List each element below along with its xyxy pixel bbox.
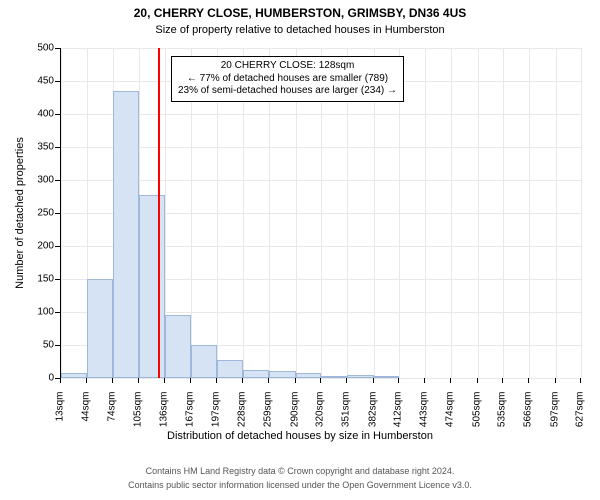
- x-tick-label: 197sqm: [210, 392, 221, 442]
- histogram-bar: [296, 373, 321, 378]
- x-tick-label: 105sqm: [132, 392, 143, 442]
- x-tick-mark: [295, 378, 296, 383]
- y-tick-label: 300: [24, 175, 54, 186]
- y-tick-mark: [55, 81, 60, 82]
- page-subtitle: Size of property relative to detached ho…: [0, 24, 600, 36]
- x-tick-label: 167sqm: [185, 392, 196, 442]
- x-tick-label: 351sqm: [341, 392, 352, 442]
- y-tick-mark: [55, 312, 60, 313]
- histogram-bar: [321, 376, 347, 378]
- x-tick-mark: [580, 378, 581, 383]
- footer-line-1: Contains HM Land Registry data © Crown c…: [0, 466, 600, 476]
- y-tick-mark: [55, 246, 60, 247]
- grid-line: [503, 48, 504, 378]
- x-tick-label: 505sqm: [471, 392, 482, 442]
- grid-line: [556, 48, 557, 378]
- y-tick-mark: [55, 213, 60, 214]
- histogram-bar: [269, 371, 295, 378]
- y-tick-label: 200: [24, 241, 54, 252]
- chart-container: 20, CHERRY CLOSE, HUMBERSTON, GRIMSBY, D…: [0, 0, 600, 500]
- x-tick-mark: [60, 378, 61, 383]
- x-tick-label: 320sqm: [315, 392, 326, 442]
- annotation-line: ← 77% of detached houses are smaller (78…: [178, 73, 397, 86]
- y-tick-label: 400: [24, 109, 54, 120]
- x-tick-mark: [424, 378, 425, 383]
- x-tick-label: 566sqm: [523, 392, 534, 442]
- y-tick-mark: [55, 48, 60, 49]
- annotation-box: 20 CHERRY CLOSE: 128sqm← 77% of detached…: [171, 56, 404, 102]
- x-tick-label: 627sqm: [575, 392, 586, 442]
- y-tick-label: 250: [24, 208, 54, 219]
- y-tick-mark: [55, 180, 60, 181]
- histogram-bar: [61, 373, 87, 378]
- grid-line: [529, 48, 530, 378]
- y-tick-mark: [55, 345, 60, 346]
- histogram-bar: [347, 375, 373, 378]
- y-tick-label: 100: [24, 307, 54, 318]
- x-tick-mark: [528, 378, 529, 383]
- histogram-bar: [113, 91, 139, 378]
- grid-line: [478, 48, 479, 378]
- y-tick-mark: [55, 147, 60, 148]
- histogram-bar: [139, 195, 165, 378]
- y-tick-mark: [55, 279, 60, 280]
- grid-line: [581, 48, 582, 378]
- y-tick-label: 350: [24, 142, 54, 153]
- x-tick-mark: [477, 378, 478, 383]
- y-tick-label: 500: [24, 43, 54, 54]
- page-title: 20, CHERRY CLOSE, HUMBERSTON, GRIMSBY, D…: [0, 6, 600, 20]
- x-tick-label: 443sqm: [419, 392, 430, 442]
- x-tick-label: 136sqm: [159, 392, 170, 442]
- x-tick-mark: [398, 378, 399, 383]
- x-tick-mark: [502, 378, 503, 383]
- footer-line-2: Contains public sector information licen…: [0, 480, 600, 490]
- histogram-bar: [243, 370, 269, 378]
- x-tick-label: 474sqm: [445, 392, 456, 442]
- histogram-bar: [165, 315, 191, 378]
- x-tick-label: 535sqm: [497, 392, 508, 442]
- y-tick-label: 50: [24, 340, 54, 351]
- x-tick-mark: [216, 378, 217, 383]
- x-tick-mark: [86, 378, 87, 383]
- histogram-bar: [374, 376, 399, 378]
- y-tick-label: 150: [24, 274, 54, 285]
- y-tick-label: 450: [24, 76, 54, 87]
- x-tick-mark: [164, 378, 165, 383]
- x-tick-label: 74sqm: [106, 392, 117, 442]
- histogram-bar: [217, 360, 243, 378]
- x-tick-mark: [320, 378, 321, 383]
- x-tick-mark: [112, 378, 113, 383]
- x-tick-label: 228sqm: [237, 392, 248, 442]
- x-tick-label: 597sqm: [549, 392, 560, 442]
- x-tick-mark: [138, 378, 139, 383]
- histogram-bar: [87, 279, 112, 378]
- x-tick-label: 259sqm: [263, 392, 274, 442]
- x-tick-label: 412sqm: [392, 392, 403, 442]
- annotation-line: 23% of semi-detached houses are larger (…: [178, 85, 397, 98]
- annotation-line: 20 CHERRY CLOSE: 128sqm: [178, 60, 397, 73]
- histogram-bar: [191, 345, 216, 378]
- x-tick-mark: [373, 378, 374, 383]
- y-tick-label: 0: [24, 373, 54, 384]
- x-tick-mark: [450, 378, 451, 383]
- y-tick-mark: [55, 114, 60, 115]
- x-tick-label: 290sqm: [289, 392, 300, 442]
- x-tick-mark: [346, 378, 347, 383]
- x-tick-mark: [268, 378, 269, 383]
- x-tick-label: 13sqm: [55, 392, 66, 442]
- plot-area: 20 CHERRY CLOSE: 128sqm← 77% of detached…: [60, 48, 581, 379]
- x-tick-label: 44sqm: [81, 392, 92, 442]
- grid-line: [451, 48, 452, 378]
- grid-line: [61, 48, 62, 378]
- x-tick-mark: [190, 378, 191, 383]
- marker-line: [158, 48, 160, 378]
- x-tick-label: 382sqm: [367, 392, 378, 442]
- grid-line: [425, 48, 426, 378]
- x-tick-mark: [242, 378, 243, 383]
- x-tick-mark: [555, 378, 556, 383]
